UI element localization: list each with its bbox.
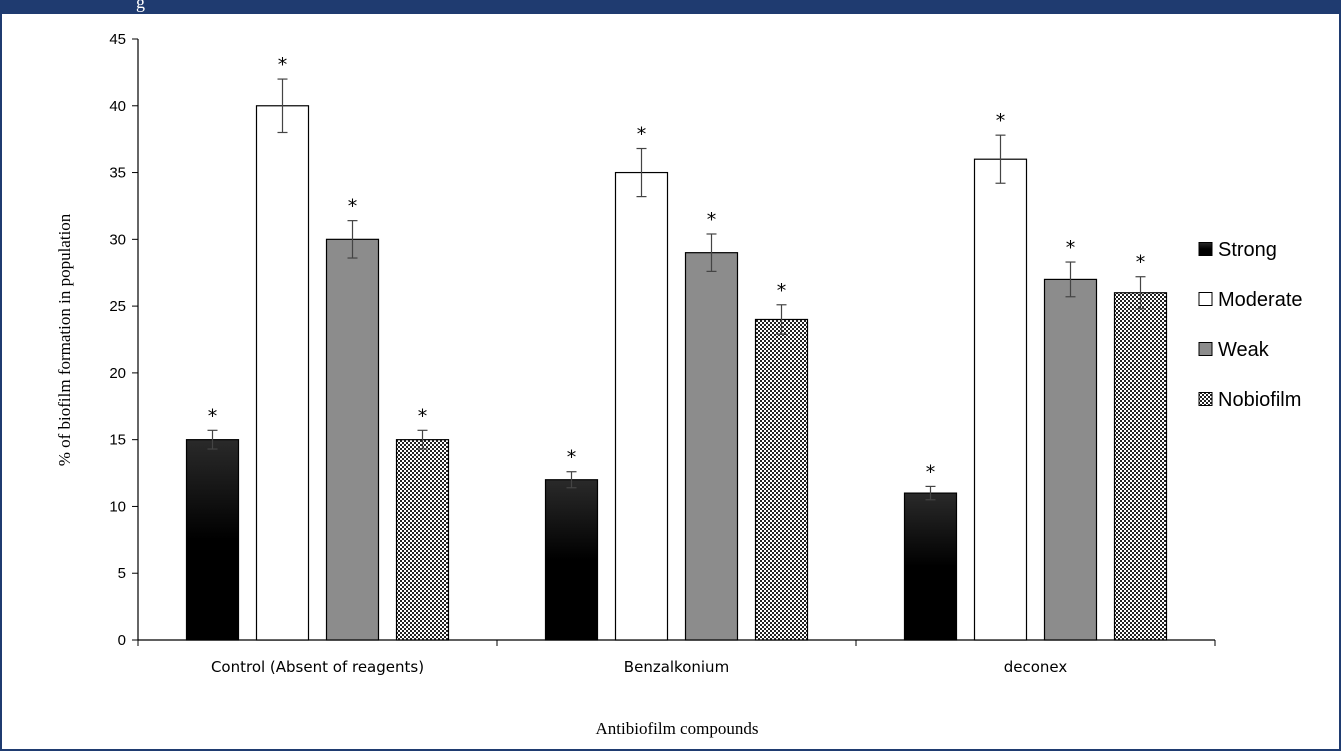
significance-star: * <box>777 280 787 302</box>
y-tick-label: 5 <box>118 565 126 582</box>
bar-nobiofilm <box>756 319 808 640</box>
x-category-label: Benzalkonium <box>624 658 729 676</box>
y-axis-label: % of biofilm formation in population <box>55 213 74 466</box>
bar-weak <box>1045 279 1097 640</box>
significance-star: * <box>996 110 1006 132</box>
y-tick-label: 0 <box>118 632 126 649</box>
y-tick-label: 40 <box>109 98 126 115</box>
x-category-label: deconex <box>1004 658 1068 676</box>
x-axis-label: Antibiofilm compounds <box>596 719 759 738</box>
significance-star: * <box>567 447 577 469</box>
bar-weak <box>686 253 738 640</box>
significance-star: * <box>637 124 647 146</box>
y-tick-label: 25 <box>109 298 126 315</box>
bar-moderate <box>616 173 668 640</box>
legend-label-nobiofilm: Nobiofilm <box>1218 389 1301 411</box>
y-tick-label: 20 <box>109 365 126 382</box>
legend-swatch-moderate <box>1199 293 1212 306</box>
legend-swatch-weak <box>1199 343 1212 356</box>
bar-nobiofilm <box>397 440 449 640</box>
legend-label-strong: Strong <box>1218 239 1277 261</box>
bar-strong <box>187 440 239 640</box>
y-tick-label: 15 <box>109 432 126 449</box>
y-tick-label: 35 <box>109 165 126 182</box>
significance-star: * <box>208 405 218 427</box>
bar-strong <box>546 480 598 640</box>
legend-label-moderate: Moderate <box>1218 289 1303 311</box>
bar-moderate <box>975 159 1027 640</box>
significance-star: * <box>348 196 358 218</box>
y-tick-label: 10 <box>109 498 126 515</box>
legend-swatch-strong <box>1199 243 1212 256</box>
y-tick-label: 30 <box>109 231 126 248</box>
legend-label-weak: Weak <box>1218 339 1270 361</box>
significance-star: * <box>707 209 717 231</box>
bar-moderate <box>257 106 309 640</box>
significance-star: * <box>278 54 288 76</box>
y-tick-label: 45 <box>109 31 126 48</box>
legend: Strong Moderate Weak Nobiofilm <box>1199 239 1303 411</box>
bar-weak <box>327 239 379 640</box>
bar-nobiofilm <box>1115 293 1167 640</box>
significance-star: * <box>926 461 936 483</box>
significance-star: * <box>418 405 428 427</box>
significance-star: * <box>1136 252 1146 274</box>
significance-star: * <box>1066 237 1076 259</box>
legend-swatch-nobiofilm <box>1199 393 1212 406</box>
x-category-label: Control (Absent of reagents) <box>211 658 424 676</box>
bar-strong <box>905 493 957 640</box>
bars: * * * * * * * * * * * * <box>187 54 1167 640</box>
